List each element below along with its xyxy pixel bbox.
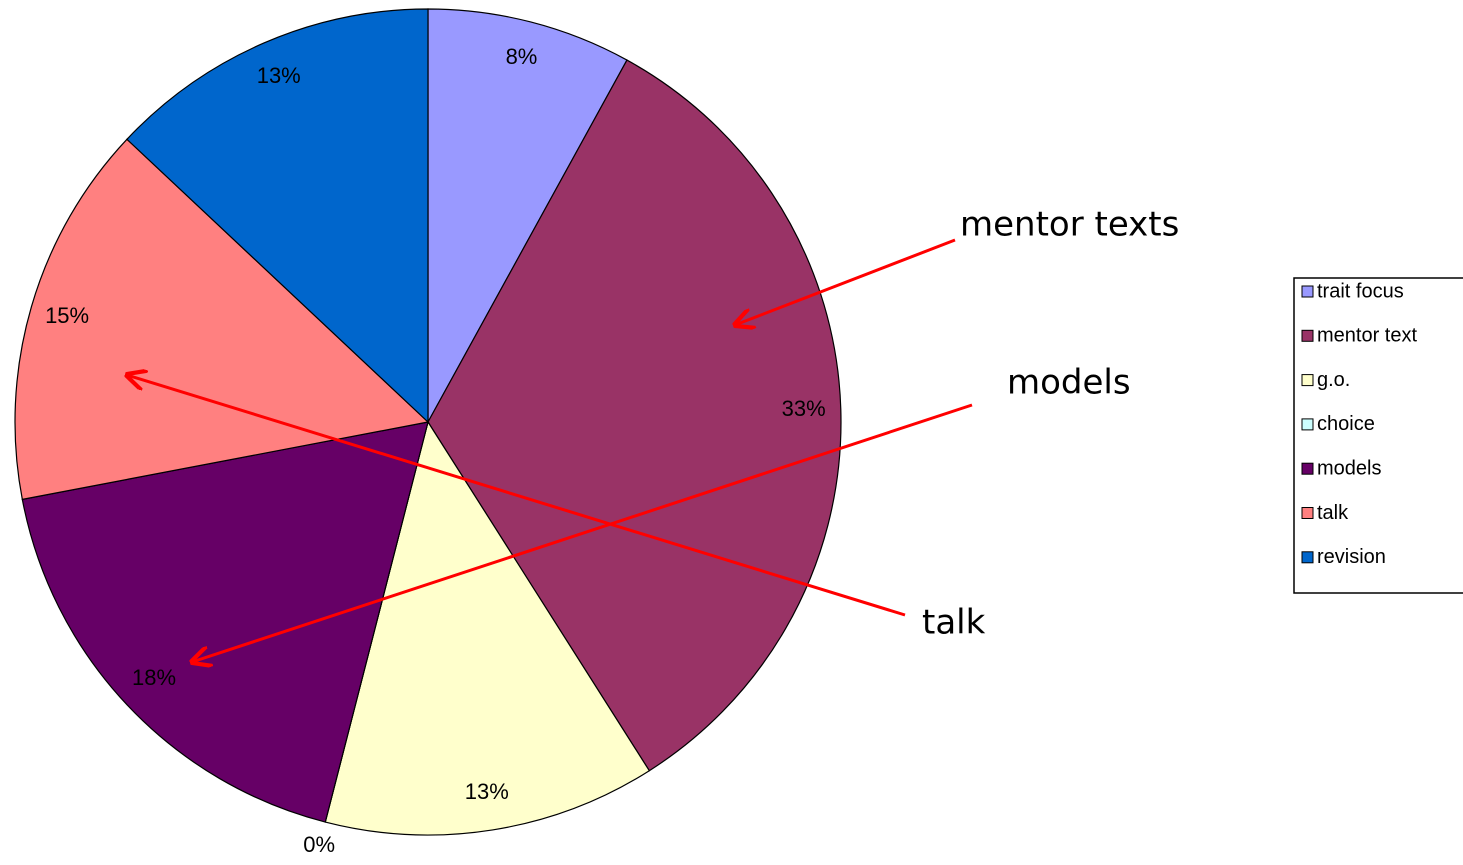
annotation: mentor texts — [960, 205, 1179, 245]
pie-slice — [126, 8, 429, 424]
legend-swatch — [1301, 374, 1314, 387]
legend-label: revision — [1317, 546, 1386, 568]
legend-swatch — [1301, 507, 1314, 519]
legend-label: g.o. — [1317, 369, 1350, 391]
annotation-arrows: mentor texts models talk — [127, 205, 1179, 663]
legend-label: choice — [1317, 413, 1375, 435]
legend-swatch — [1301, 551, 1314, 564]
pie-slice — [427, 8, 628, 423]
legend-box — [1293, 277, 1463, 594]
legend-swatch — [1301, 418, 1314, 431]
value-label: 33% — [782, 396, 826, 421]
value-label: 13% — [257, 63, 301, 88]
value-label: 8% — [506, 44, 538, 69]
legend-swatch — [1301, 462, 1314, 475]
pie-slice — [21, 421, 429, 823]
pie-slice — [14, 138, 430, 501]
legend-label: mentor text — [1317, 325, 1417, 347]
annotation: models — [1007, 363, 1131, 403]
legend-label: trait focus — [1317, 280, 1404, 302]
value-label: 18% — [132, 665, 176, 690]
value-label: 13% — [465, 779, 509, 804]
legend-swatch — [1301, 329, 1314, 342]
pie-slice — [324, 420, 651, 836]
legend-swatch — [1301, 285, 1314, 298]
annotation-arrow — [192, 403, 973, 662]
legend-label: talk — [1317, 502, 1349, 524]
annotation: talk — [922, 603, 986, 643]
value-label: 0% — [303, 832, 335, 857]
pie-slice — [427, 59, 842, 772]
annotation-arrow — [735, 238, 956, 325]
pie: 8% 33% 13% 0% 18% 15% 13% — [14, 8, 842, 857]
annotation-arrow — [127, 375, 906, 617]
value-label: 15% — [45, 303, 89, 328]
legend: trait focus mentor text g.o. choice models ta… — [1301, 280, 1417, 568]
legend-label: models — [1317, 457, 1381, 479]
